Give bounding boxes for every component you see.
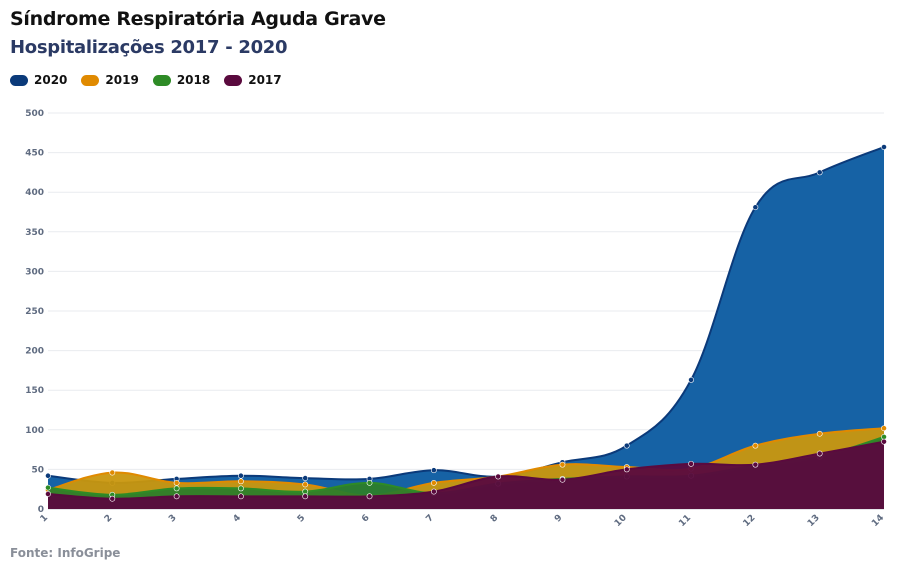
y-tick-label: 150: [25, 386, 44, 396]
x-tick-label: 4: [232, 513, 244, 525]
data-point-2017: [238, 493, 244, 500]
y-tick-label: 400: [25, 188, 44, 198]
series-2017: [45, 438, 887, 509]
chart-subtitle: Hospitalizações 2017 - 2020: [10, 37, 288, 58]
data-point-2017: [623, 466, 630, 473]
data-point-2017: [430, 488, 437, 495]
data-point-2017: [752, 461, 759, 468]
legend-label-2017: 2017: [248, 73, 282, 87]
y-tick-label: 450: [25, 149, 44, 159]
data-point-2017: [173, 493, 180, 500]
data-point-2020: [881, 144, 887, 150]
data-point-2020: [45, 472, 51, 479]
x-tick-label: 6: [360, 513, 372, 525]
data-point-2017: [559, 476, 566, 483]
data-point-2017: [881, 438, 887, 445]
y-tick-label: 500: [25, 109, 44, 119]
series-line-2019: [47, 427, 885, 497]
x-tick-label: 11: [677, 513, 693, 529]
legend-swatch-2020: [10, 74, 28, 86]
legend-swatch-2019: [81, 74, 100, 86]
x-tick-label: 10: [613, 513, 629, 529]
data-point-2019: [559, 461, 566, 468]
legend-swatch-2017: [224, 74, 243, 86]
legend-label-2020: 2020: [34, 73, 68, 87]
data-point-2020: [688, 377, 694, 383]
y-tick-label: 100: [25, 426, 44, 436]
legend-swatch-2018: [152, 74, 171, 86]
y-tick-label: 200: [25, 347, 44, 357]
chart-title: Síndrome Respiratória Aguda Grave: [10, 8, 386, 30]
series-line-2017: [47, 440, 885, 500]
data-point-2018: [881, 434, 887, 440]
data-point-2020: [752, 204, 759, 211]
legend-item-2020[interactable]: 2020: [10, 73, 67, 87]
x-tick-label: 8: [489, 513, 501, 525]
legend-item-2017[interactable]: 2017: [224, 73, 282, 87]
data-point-2020: [302, 475, 309, 482]
data-point-2019: [752, 442, 759, 449]
data-point-2017: [688, 460, 694, 467]
series-area-2017: [48, 441, 884, 509]
x-tick-label: 9: [553, 513, 565, 525]
data-point-2019: [816, 430, 823, 437]
data-point-2019: [302, 481, 309, 488]
legend-label-2018: 2018: [176, 73, 211, 87]
x-tick-label: 7: [424, 513, 436, 525]
data-point-2018: [173, 485, 180, 492]
data-point-2020: [623, 442, 630, 449]
data-point-2020: [816, 169, 823, 176]
data-point-2019: [881, 425, 887, 432]
legend-label-2019: 2019: [105, 73, 139, 87]
data-point-2017: [109, 495, 116, 502]
data-point-2019: [238, 478, 244, 485]
y-tick-label: 0: [38, 505, 44, 515]
data-point-2020: [238, 472, 244, 479]
y-tick-label: 300: [25, 267, 44, 277]
x-tick-label: 14: [870, 513, 886, 529]
data-point-2017: [366, 493, 373, 500]
series-area-2020: [48, 147, 884, 509]
data-point-2019: [109, 469, 116, 476]
data-point-2018: [45, 484, 51, 491]
data-point-2018: [302, 488, 309, 495]
data-point-2020: [430, 467, 437, 474]
x-tick-label: 5: [296, 513, 308, 525]
data-point-2017: [495, 473, 502, 480]
data-point-2019: [430, 479, 437, 486]
data-point-2017: [816, 450, 823, 457]
data-point-2017: [45, 491, 51, 497]
y-tick-label: 350: [25, 228, 44, 238]
data-point-2019: [173, 479, 180, 486]
x-tick-label: 1: [39, 513, 51, 525]
legend: 2020 2019 2018 2017: [10, 73, 282, 87]
y-tick-label: 50: [31, 465, 44, 475]
x-tick-label: 2: [103, 513, 115, 525]
x-tick-label: 12: [742, 513, 758, 529]
source-note: Fonte: InfoGripe: [10, 546, 121, 560]
data-point-2017: [302, 493, 309, 500]
y-tick-label: 250: [25, 307, 44, 317]
x-tick-label: 13: [806, 513, 822, 529]
legend-item-2018[interactable]: 2018: [152, 73, 211, 87]
data-point-2018: [366, 479, 373, 486]
legend-item-2019[interactable]: 2019: [81, 73, 139, 87]
x-tick-label: 3: [167, 513, 179, 525]
data-point-2018: [238, 485, 244, 492]
